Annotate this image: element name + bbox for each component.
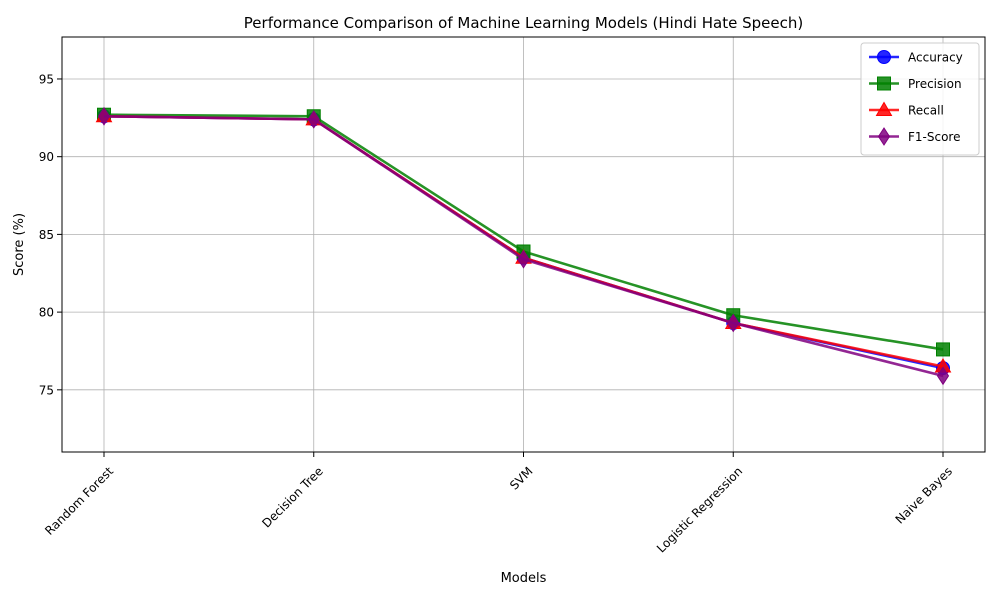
y-tick-label: 85 xyxy=(39,228,54,242)
legend-label-accuracy: Accuracy xyxy=(908,51,963,65)
x-axis-label: Models xyxy=(501,571,547,586)
x-tick-label: Naive Bayes xyxy=(893,464,955,526)
x-tick-label: Logistic Regression xyxy=(654,464,745,555)
data-point-f1-score xyxy=(517,249,530,269)
data-point-f1-score xyxy=(97,106,111,126)
legend-marker-precision xyxy=(877,76,891,91)
data-point-f1-score xyxy=(727,313,740,333)
y-tick-label: 80 xyxy=(39,306,54,320)
y-tick-label: 75 xyxy=(39,383,54,397)
y-tick-label: 95 xyxy=(39,72,54,86)
tick-labels: Random Forest Decision Tree SVM Logistic Re… xyxy=(39,72,955,555)
legend-marker-f1-score xyxy=(877,127,891,146)
legend-label-f1-score: F1-Score xyxy=(908,130,960,144)
data-point-f1-score xyxy=(936,366,950,386)
legend-marker-accuracy xyxy=(877,50,891,64)
chart-title: Performance Comparison of Machine Learni… xyxy=(244,14,803,32)
legend: Accuracy Precision Recall F1-Score xyxy=(860,42,980,156)
series-f1-score xyxy=(97,106,950,386)
x-tick-label: Decision Tree xyxy=(259,464,325,530)
legend-label-recall: Recall xyxy=(908,104,944,118)
y-axis-label: Score (%) xyxy=(12,213,27,276)
legend-label-precision: Precision xyxy=(908,77,962,91)
series-lines xyxy=(95,106,952,386)
x-tick-label: Random Forest xyxy=(42,464,116,538)
y-tick-label: 90 xyxy=(39,150,54,164)
legend-box xyxy=(860,42,980,156)
data-point-f1-score xyxy=(307,109,320,129)
grid-lines xyxy=(62,37,985,452)
data-point-precision xyxy=(936,342,950,357)
x-tick-label: SVM xyxy=(507,464,535,492)
legend-marker-recall xyxy=(875,101,893,116)
